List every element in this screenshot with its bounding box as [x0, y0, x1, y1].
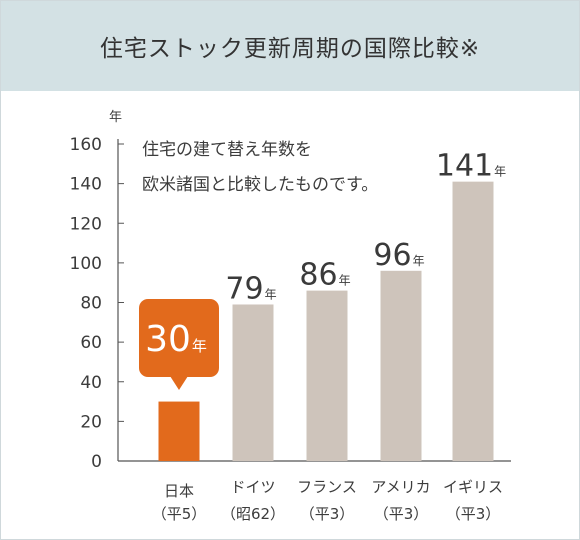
- bar-5: [452, 181, 494, 462]
- category-label-4: アメリカ: [371, 478, 430, 496]
- category-note-2: （昭62）: [221, 505, 285, 523]
- y-axis-unit-label: 年: [109, 110, 122, 125]
- y-tick-label: 140: [70, 175, 102, 195]
- y-tick-label: 0: [91, 452, 102, 472]
- category-label-1: 日本: [164, 482, 194, 500]
- y-tick-label: 100: [70, 254, 102, 274]
- category-note-1: （平5）: [152, 505, 207, 523]
- bars: [158, 181, 494, 462]
- y-tick-label: 160: [70, 135, 102, 155]
- y-tick-label: 80: [80, 294, 102, 314]
- chart-title: 住宅ストック更新周期の国際比較※: [99, 36, 481, 62]
- category-labels: 日本 （平5） ドイツ （昭62） フランス （平3） アメリカ （平3） イギリス （平3）: [152, 478, 503, 523]
- category-label-3: フランス: [297, 478, 357, 496]
- category-note-3: （平3）: [300, 505, 355, 523]
- y-tick-label: 40: [80, 373, 102, 393]
- bar-3: [306, 290, 348, 461]
- value-label-3: 86年: [299, 258, 350, 293]
- category-label-2: ドイツ: [230, 478, 275, 496]
- bar-4: [380, 270, 422, 461]
- callout-pointer: [170, 376, 188, 390]
- bar-chart: 年 住宅の建て替え年数を 欧米諸国と比較したものです。 0 20 40 60 80 100…: [70, 110, 511, 523]
- bar-2: [232, 304, 274, 461]
- value-label-2: 79年: [225, 271, 276, 306]
- category-note-5: （平3）: [446, 505, 501, 523]
- category-label-5: イギリス: [443, 478, 503, 496]
- y-tick-label: 20: [80, 412, 102, 432]
- y-tick-label: 120: [70, 214, 102, 234]
- y-tick-label: 60: [80, 333, 102, 353]
- value-label-1: 30年: [145, 319, 207, 360]
- annotation-line-2: 欧米諸国と比較したものです。: [142, 175, 378, 195]
- bar-1: [158, 401, 200, 461]
- value-label-4: 96年: [373, 238, 424, 273]
- callout-bubble: [139, 299, 219, 377]
- category-note-4: （平3）: [374, 505, 429, 523]
- data-labels: 30年 79年 86年 96年 141年: [139, 149, 506, 390]
- value-label-5: 141年: [436, 149, 506, 184]
- title-band: [1, 1, 579, 91]
- annotation-line-1: 住宅の建て替え年数を: [142, 140, 312, 160]
